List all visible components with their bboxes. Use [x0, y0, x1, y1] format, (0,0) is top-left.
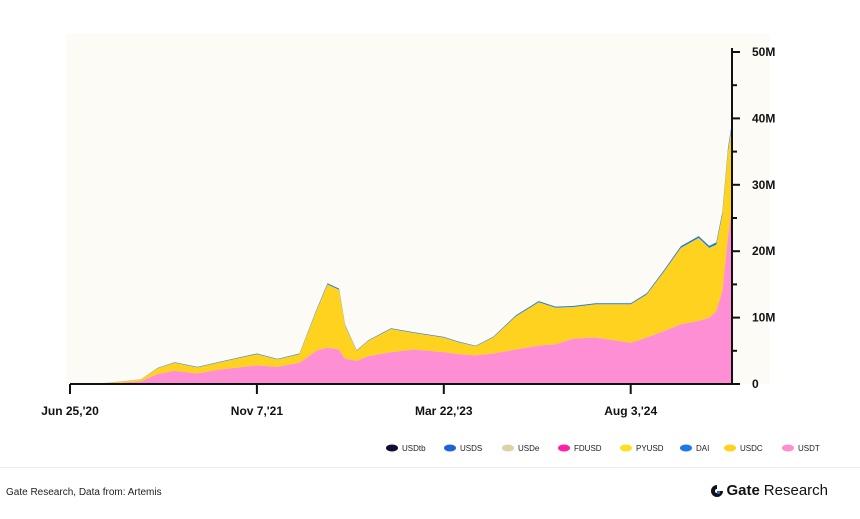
legend-swatch — [558, 444, 570, 452]
y-tick-label: 40M — [752, 111, 775, 125]
legend-label: USDe — [518, 444, 540, 453]
legend-label: USDT — [798, 444, 820, 453]
brand-name: Gate — [726, 482, 760, 499]
legend-swatch — [386, 444, 398, 452]
x-tick-label: Nov 7,'21 — [231, 404, 284, 418]
footer-source: Gate Research, Data from: Artemis — [6, 487, 162, 498]
y-tick-label: 20M — [752, 244, 775, 258]
x-tick-label: Jun 25,'20 — [41, 404, 99, 418]
brand: Gate Research — [710, 482, 828, 499]
gate-logo-icon — [711, 484, 724, 497]
legend-swatch — [502, 444, 514, 452]
legend-swatch — [444, 444, 456, 452]
x-tick-label: Mar 22,'23 — [415, 404, 473, 418]
legend-label: FDUSD — [574, 444, 602, 453]
legend-swatch — [782, 444, 794, 452]
y-tick-label: 30M — [752, 178, 775, 192]
brand-suffix: Research — [763, 482, 828, 499]
legend-label: USDS — [460, 444, 482, 453]
legend-swatch — [680, 444, 692, 452]
footer-divider — [0, 467, 860, 468]
legend: USDtb USDS USDe FDUSD PYUSD DAI USDC USDT — [386, 444, 820, 453]
legend-label: DAI — [696, 444, 709, 453]
legend-swatch — [620, 444, 632, 452]
y-tick-label: 0 — [752, 377, 759, 391]
legend-label: USDtb — [402, 444, 426, 453]
axes: Jun 25,'20 Nov 7,'21 Mar 22,'23 Aug 3,'24 0 1… — [41, 45, 775, 418]
legend-label: PYUSD — [636, 444, 664, 453]
area-layers — [70, 121, 732, 385]
area-usdc — [70, 125, 732, 384]
x-tick-label: Aug 3,'24 — [604, 404, 657, 418]
legend-swatch — [724, 444, 736, 452]
y-tick-label: 50M — [752, 45, 775, 59]
area-usdt — [70, 204, 732, 384]
legend-label: USDC — [740, 444, 763, 453]
y-tick-label: 10M — [752, 311, 775, 325]
